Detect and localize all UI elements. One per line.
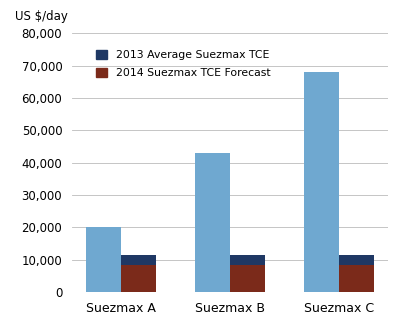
Bar (86, 227, 121, 292)
Bar (339, 255, 374, 265)
Bar (121, 265, 156, 292)
Bar (121, 255, 156, 265)
Bar (230, 265, 265, 292)
Bar (339, 265, 374, 292)
Bar (230, 255, 265, 265)
Bar (195, 153, 230, 292)
Legend: 2013 Average Suezmax TCE, 2014 Suezmax TCE Forecast: 2013 Average Suezmax TCE, 2014 Suezmax T… (93, 46, 274, 82)
Text: US $/day: US $/day (15, 10, 68, 23)
Bar (304, 72, 339, 292)
